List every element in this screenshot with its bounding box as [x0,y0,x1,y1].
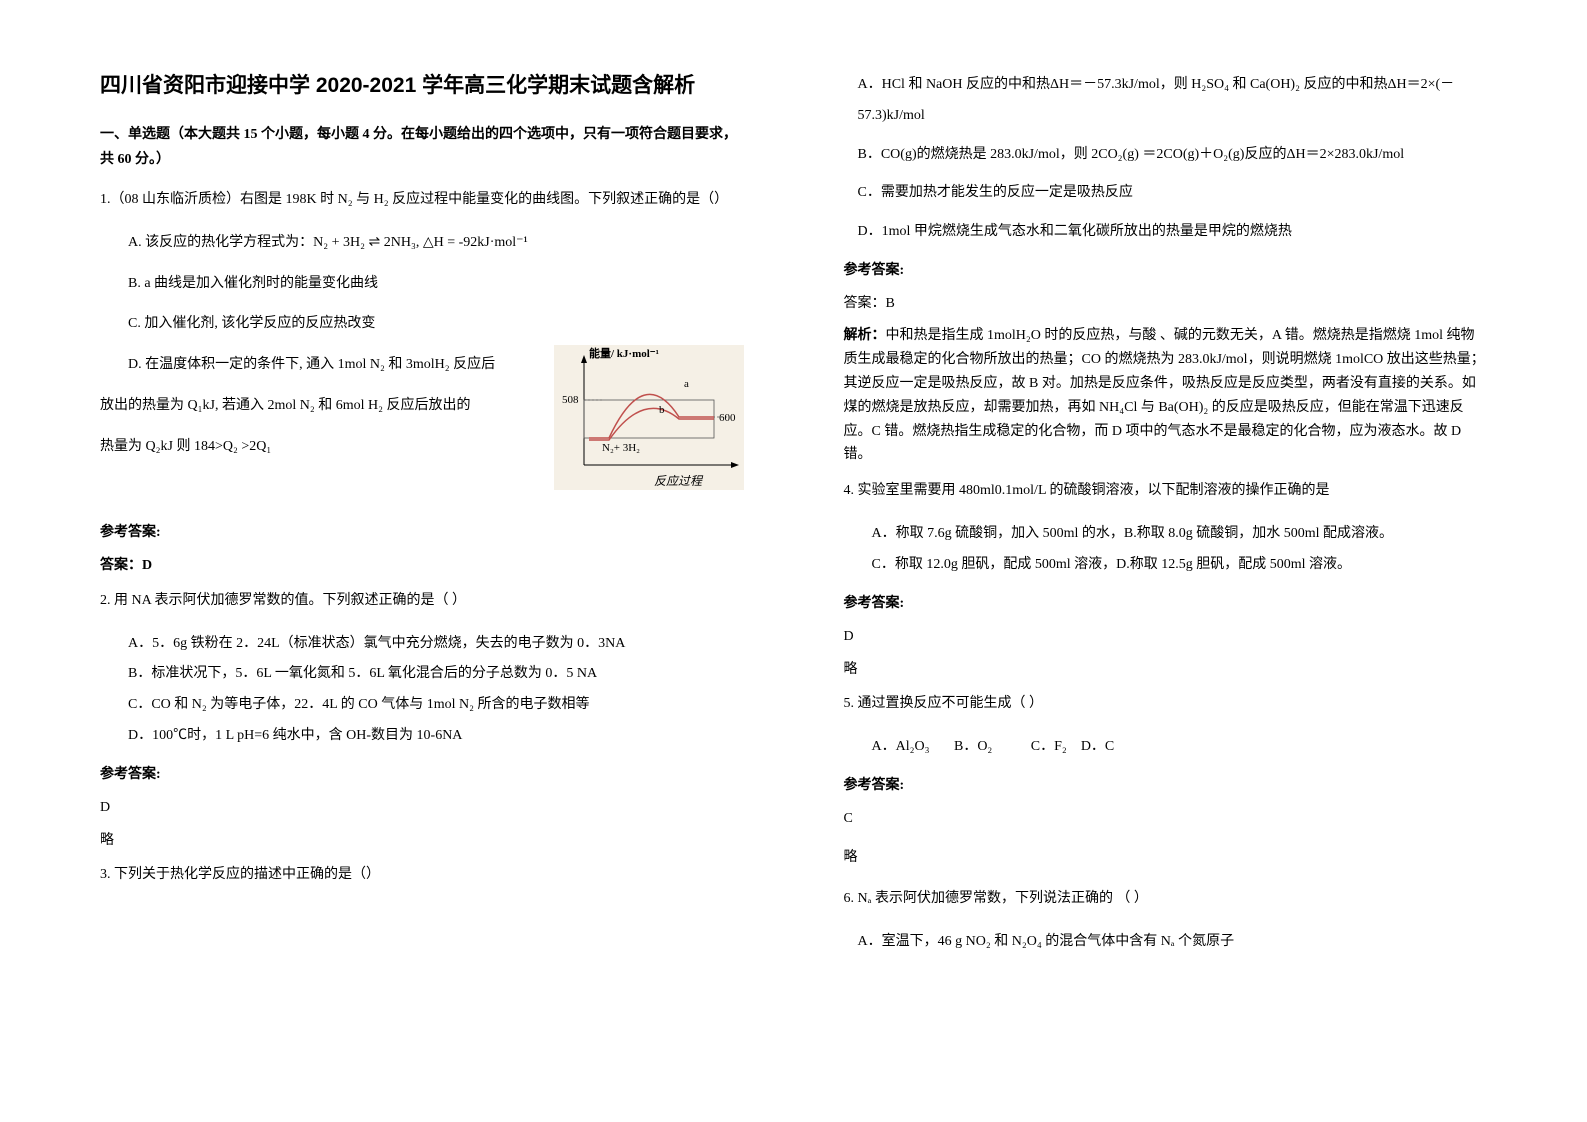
q4-answer: D [844,624,1488,649]
q2-option-c: C．CO 和 N₂ 为等电子体，22．4L 的 CO 气体与 1mol N₂ 所… [128,690,744,721]
q2-option-d: D．100℃时，1 L pH=6 纯水中，含 OH-数目为 10-6NA [128,721,744,752]
q5-options: A．Al₂O₃ B．O₂ C．F₂ D．C [872,732,1488,763]
q2-option-b: B．标准状况下，5．6L 一氧化氮和 5．6L 氧化混合后的分子总数为 0．5 … [128,659,744,690]
question-5-stem: 5. 通过置换反应不可能生成（ ） [844,690,1488,718]
q1-option-c: C. 加入催化剂, 该化学反应的反应热改变 [128,309,744,340]
q4-option-cd: C．称取 12.0g 胆矾，配成 500ml 溶液，D.称取 12.5g 胆矾，… [872,550,1488,581]
q5-answer-label: 参考答案: [844,773,1488,798]
question-4-stem: 4. 实验室里需要用 480ml0.1mol/L 的硫酸铜溶液，以下配制溶液的操… [844,477,1488,505]
svg-text:b: b [659,404,665,416]
q2-answer-label: 参考答案: [100,762,744,787]
q3-option-b: B．CO(g)的燃烧热是 283.0kJ/mol，则 2CO₂(g) ＝2CO(… [858,140,1488,171]
q2-brief: 略 [100,828,744,853]
q1-option-a: A. 该反应的热化学方程式为：N₂ + 3H₂ ⇌ 2NH₃, △H = -92… [128,228,744,259]
q3-analysis-text: 中和热是指生成 1molH₂O 时的反应热，与酸 、碱的元数无关，A 错。燃烧热… [844,328,1485,462]
question-3-stem: 3. 下列关于热化学反应的描述中正确的是（） [100,861,744,889]
svg-text:反应过程: 反应过程 [654,474,704,488]
question-2-stem: 2. 用 NA 表示阿伏加德罗常数的值。下列叙述正确的是（ ） [100,587,744,615]
q3-option-a: A．HCl 和 NaOH 反应的中和热ΔH＝－57.3kJ/mol，则 H₂SO… [858,70,1488,132]
q3-option-d: D．1mol 甲烷燃烧生成气态水和二氧化碳所放出的热量是甲烷的燃烧热 [858,217,1488,248]
q1-option-b: B. a 曲线是加入催化剂时的能量变化曲线 [128,269,744,300]
svg-text:508: 508 [562,394,579,406]
q3-answer-label: 参考答案: [844,258,1488,283]
q4-brief: 略 [844,657,1488,682]
q3-option-c: C．需要加热才能发生的反应一定是吸热反应 [858,178,1488,209]
svg-text:a: a [684,378,689,390]
q2-option-a: A．5．6g 铁粉在 2．24L（标准状态）氯气中充分燃烧，失去的电子数为 0．… [128,629,744,660]
svg-text:能量/ kJ·mol⁻¹: 能量/ kJ·mol⁻¹ [589,346,659,360]
svg-text:600: 600 [719,412,736,424]
q5-answer: C [844,806,1488,831]
energy-chart: 能量/ kJ·mol⁻¹ 508 600 a b N₂+ 3H₂ 反应过程 [554,345,744,490]
section-1-header: 一、单选题（本大题共 15 个小题，每小题 4 分。在每小题给出的四个选项中，只… [100,122,744,172]
svg-text:N₂+ 3H₂: N₂+ 3H₂ [602,442,640,454]
q3-answer: 答案：B [844,291,1488,316]
q1-answer: 答案：D [100,553,744,578]
right-column: A．HCl 和 NaOH 反应的中和热ΔH＝－57.3kJ/mol，则 H₂SO… [794,0,1587,1122]
q3-analysis-label: 解析： [844,328,886,343]
q2-answer: D [100,795,744,820]
q3-analysis: 解析：中和热是指生成 1molH₂O 时的反应热，与酸 、碱的元数无关，A 错。… [844,324,1488,467]
q5-brief: 略 [844,845,1488,870]
document-title: 四川省资阳市迎接中学 2020-2021 学年高三化学期末试题含解析 [100,70,744,102]
question-6-stem: 6. Nₐ 表示阿伏加德罗常数，下列说法正确的 （ ） [844,885,1488,913]
left-column: 四川省资阳市迎接中学 2020-2021 学年高三化学期末试题含解析 一、单选题… [0,0,794,1122]
q6-option-a: A．室温下，46 g NO₂ 和 N₂O₄ 的混合气体中含有 Nₐ 个氮原子 [858,927,1488,958]
q4-answer-label: 参考答案: [844,591,1488,616]
q4-option-ab: A．称取 7.6g 硫酸铜，加入 500ml 的水，B.称取 8.0g 硫酸铜，… [872,519,1488,550]
question-1-stem: 1.（08 山东临沂质检）右图是 198K 时 N₂ 与 H₂ 反应过程中能量变… [100,186,744,214]
q1-answer-label: 参考答案: [100,520,744,545]
